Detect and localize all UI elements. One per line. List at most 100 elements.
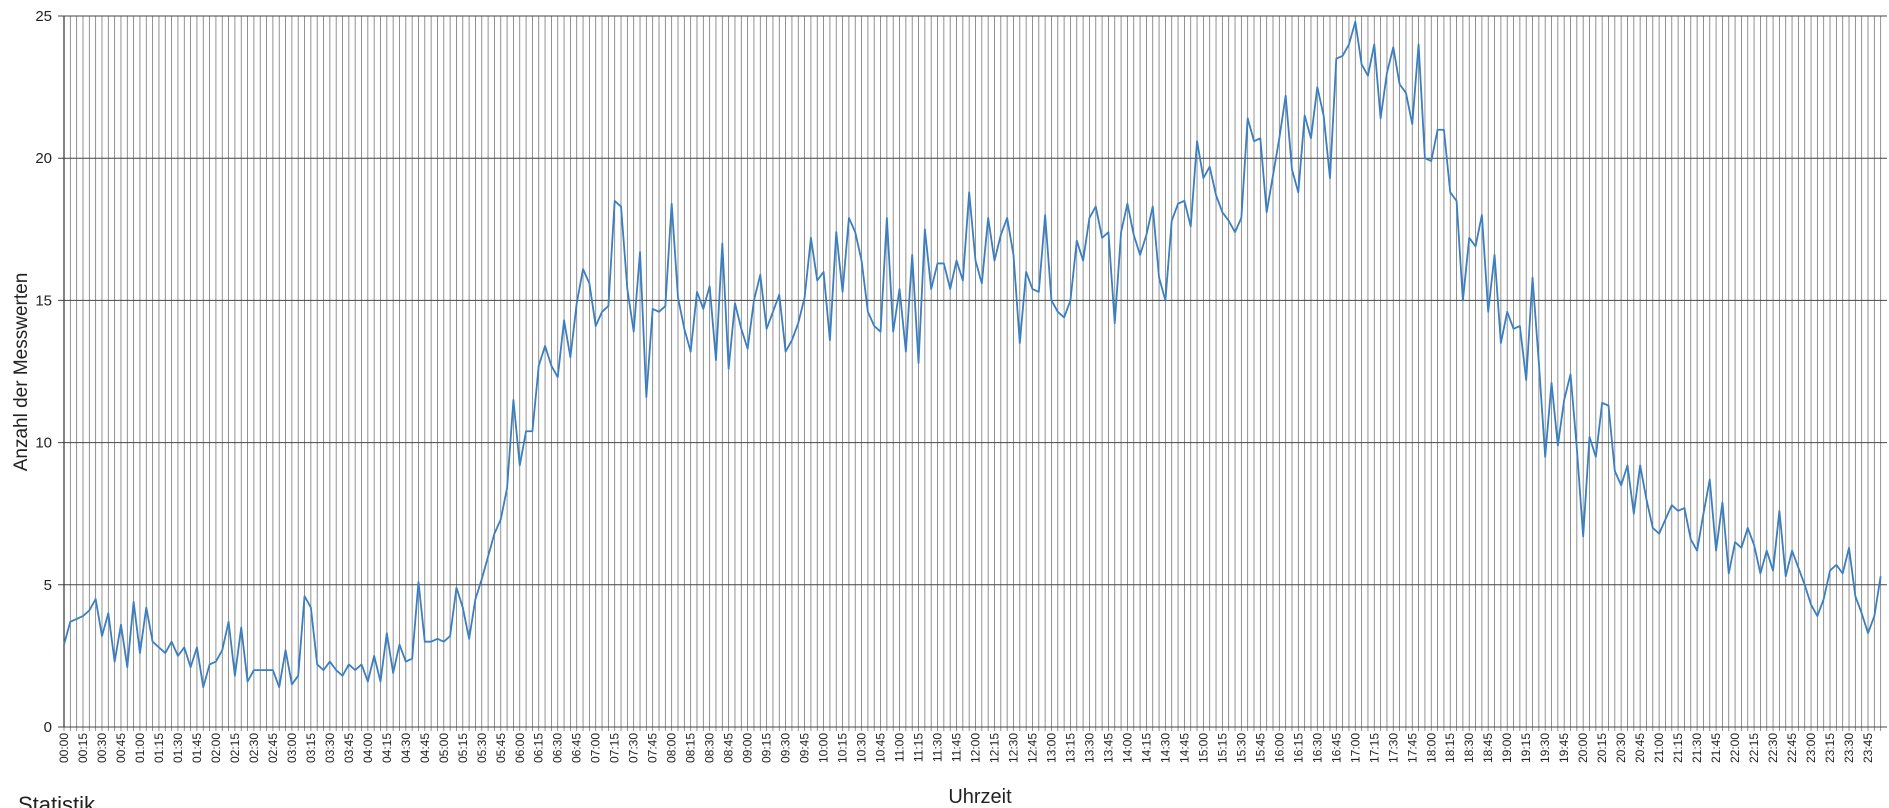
footer-text: Statistik [18, 792, 96, 808]
x-tick-label: 23:00 [1804, 733, 1818, 763]
x-tick-label: 23:15 [1823, 733, 1837, 763]
x-tick-label: 07:15 [608, 733, 622, 763]
x-tick-label: 19:15 [1519, 733, 1533, 763]
x-tick-label: 09:15 [760, 733, 774, 763]
x-tick-label: 17:45 [1405, 733, 1419, 763]
x-tick-label: 19:30 [1538, 733, 1552, 763]
x-tick-label: 07:45 [646, 733, 660, 763]
x-tick-label: 01:15 [152, 733, 166, 763]
x-tick-label: 00:15 [76, 733, 90, 763]
x-tick-label: 23:30 [1842, 733, 1856, 763]
x-tick-label: 13:30 [1082, 733, 1096, 763]
x-tick-label: 11:45 [950, 733, 964, 762]
x-tick-label: 18:00 [1424, 733, 1438, 763]
x-tick-label: 04:45 [418, 733, 432, 763]
x-tick-label: 07:00 [589, 733, 603, 763]
x-tick-label: 03:45 [342, 733, 356, 763]
x-tick-label: 08:00 [665, 733, 679, 763]
x-tick-label: 10:30 [855, 733, 869, 763]
x-tick-label: 15:45 [1253, 733, 1267, 763]
x-tick-label: 12:30 [1006, 733, 1020, 763]
x-tick-label: 21:15 [1671, 733, 1685, 763]
x-tick-label: 21:30 [1690, 733, 1704, 763]
x-tick-label: 20:45 [1633, 733, 1647, 763]
x-tick-label: 05:00 [437, 733, 451, 763]
x-tick-label: 23:45 [1861, 733, 1875, 763]
x-tick-label: 03:00 [285, 733, 299, 763]
x-tick-label: 20:30 [1614, 733, 1628, 763]
x-tick-label: 08:30 [703, 733, 717, 763]
x-tick-label: 14:00 [1120, 733, 1134, 763]
x-tick-label: 00:00 [57, 733, 71, 763]
x-tick-label: 11:15 [912, 733, 926, 762]
x-tick-label: 07:30 [627, 733, 641, 763]
x-tick-label: 09:30 [779, 733, 793, 763]
x-tick-label: 17:15 [1367, 733, 1381, 763]
x-tick-label: 18:15 [1443, 733, 1457, 763]
x-tick-label: 01:45 [190, 733, 204, 763]
x-tick-label: 20:15 [1595, 733, 1609, 763]
x-tick-label: 14:45 [1177, 733, 1191, 763]
x-tick-label: 04:15 [380, 733, 394, 763]
x-tick-label: 15:00 [1196, 733, 1210, 763]
x-tick-label: 19:00 [1500, 733, 1514, 763]
x-tick-label: 22:45 [1785, 733, 1799, 763]
x-tick-label: 09:00 [741, 733, 755, 763]
x-tick-label: 19:45 [1557, 733, 1571, 763]
y-tick-label: 5 [44, 577, 52, 594]
x-tick-label: 14:30 [1158, 733, 1172, 763]
x-tick-label: 11:30 [931, 733, 945, 762]
x-tick-label: 20:00 [1576, 733, 1590, 763]
x-tick-label: 17:30 [1386, 733, 1400, 763]
x-tick-label: 05:15 [456, 733, 470, 763]
x-tick-label: 15:30 [1234, 733, 1248, 763]
x-tick-label: 16:15 [1291, 733, 1305, 763]
x-tick-label: 04:30 [399, 733, 413, 763]
y-axis-label: Anzahl der Messwerten [11, 273, 32, 472]
x-tick-label: 13:45 [1101, 733, 1115, 763]
x-tick-label: 06:30 [551, 733, 565, 763]
y-tick-label: 10 [35, 435, 52, 452]
x-tick-label: 02:00 [209, 733, 223, 763]
x-tick-label: 00:30 [95, 733, 109, 763]
x-tick-label: 16:00 [1272, 733, 1286, 763]
x-tick-label: 15:15 [1215, 733, 1229, 763]
x-tick-label: 22:30 [1766, 733, 1780, 763]
x-tick-label: 13:15 [1063, 733, 1077, 763]
x-tick-label: 12:45 [1025, 733, 1039, 763]
x-tick-label: 11:00 [893, 733, 907, 762]
x-tick-label: 10:15 [836, 733, 850, 763]
x-tick-label: 03:30 [323, 733, 337, 763]
x-tick-label: 04:00 [361, 733, 375, 763]
y-tick-label: 20 [35, 150, 52, 167]
y-tick-label: 25 [35, 8, 52, 25]
x-tick-label: 09:45 [798, 733, 812, 763]
x-tick-label: 22:15 [1747, 733, 1761, 763]
x-tick-label: 06:00 [513, 733, 527, 763]
y-tick-label: 0 [44, 719, 52, 736]
x-tick-label: 01:00 [133, 733, 147, 763]
x-tick-label: 12:00 [969, 733, 983, 763]
x-tick-label: 16:45 [1329, 733, 1343, 763]
x-tick-label: 12:15 [987, 733, 1001, 763]
x-tick-label: 17:00 [1348, 733, 1362, 763]
x-tick-label: 06:15 [532, 733, 546, 763]
x-tick-label: 21:45 [1709, 733, 1723, 763]
x-tick-label: 22:00 [1728, 733, 1742, 763]
x-tick-label: 10:00 [817, 733, 831, 763]
x-tick-label: 03:15 [304, 733, 318, 763]
x-tick-label: 18:45 [1481, 733, 1495, 763]
x-tick-label: 16:30 [1310, 733, 1324, 763]
data-line [63, 20, 1882, 689]
x-tick-label: 18:30 [1462, 733, 1476, 763]
x-tick-label: 01:30 [171, 733, 185, 763]
x-tick-label: 08:15 [684, 733, 698, 763]
x-tick-label: 02:30 [247, 733, 261, 763]
x-axis-label: Uhrzeit [948, 786, 1012, 808]
x-tick-label: 02:45 [266, 733, 280, 763]
x-tick-label: 02:15 [228, 733, 242, 763]
x-tick-label: 08:45 [722, 733, 736, 763]
x-tick-label: 05:30 [475, 733, 489, 763]
